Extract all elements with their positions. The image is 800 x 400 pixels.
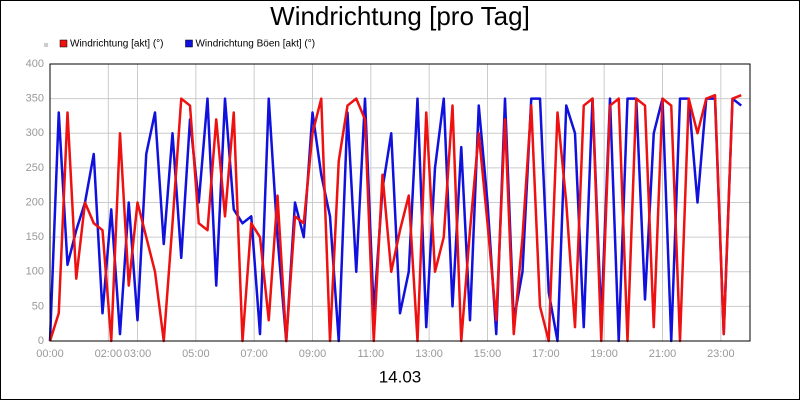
y-tick-label: 0 [38, 335, 44, 347]
x-tick-label: 23:00 [707, 348, 735, 360]
y-tick-label: 150 [26, 231, 44, 243]
x-tick-label: 02:00 [95, 348, 123, 360]
x-tick-label: 21:00 [649, 348, 677, 360]
x-tick-label: 03:00 [124, 348, 152, 360]
x-tick-label: 13:00 [415, 348, 443, 360]
x-tick-label: 19:00 [590, 348, 618, 360]
legend-label: Windrichtung [akt] (°) [70, 39, 163, 50]
x-axis-label: 14.03 [379, 367, 422, 386]
x-tick-label: 09:00 [299, 348, 327, 360]
chart-title: Windrichtung [pro Tag] [270, 1, 530, 31]
legend-swatch [59, 39, 68, 48]
x-tick-label: 17:00 [532, 348, 560, 360]
x-tick-label: 07:00 [240, 348, 268, 360]
y-tick-label: 200 [26, 196, 44, 208]
y-tick-label: 250 [26, 162, 44, 174]
legend-marker [44, 43, 48, 47]
y-tick-label: 50 [32, 300, 44, 312]
x-tick-label: 05:00 [182, 348, 210, 360]
series-line [48, 93, 742, 343]
x-tick-label: 15:00 [474, 348, 502, 360]
y-tick-label: 400 [26, 58, 44, 70]
series-line [48, 97, 743, 343]
legend-swatch [185, 39, 193, 48]
x-tick-label: 11:00 [357, 348, 384, 360]
legend-label: Windrichtung Böen [akt] (°) [195, 39, 315, 50]
y-tick-label: 300 [26, 127, 44, 139]
y-tick-label: 100 [26, 266, 44, 278]
plot-border [49, 63, 751, 342]
x-tick-label: 00:00 [36, 348, 64, 360]
y-tick-label: 350 [26, 93, 44, 105]
